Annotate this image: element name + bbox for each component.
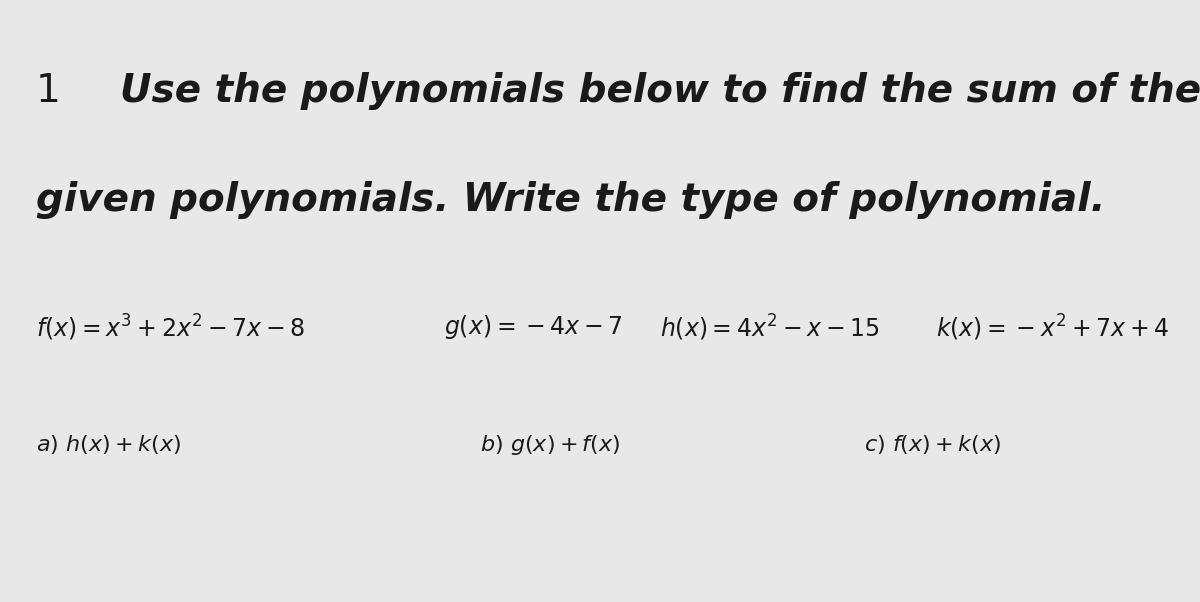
Text: $f(x) = x^3 + 2x^2 - 7x - 8$: $f(x) = x^3 + 2x^2 - 7x - 8$ (36, 313, 305, 343)
Text: $c)\ f(x) + k(x)$: $c)\ f(x) + k(x)$ (864, 433, 1001, 456)
Text: $b)\ g(x) + f(x)$: $b)\ g(x) + f(x)$ (480, 433, 620, 458)
Text: given polynomials. Write the type of polynomial.: given polynomials. Write the type of pol… (36, 181, 1105, 219)
Text: Use the polynomials below to find the sum of the: Use the polynomials below to find the su… (120, 72, 1200, 110)
Text: $h(x) = 4x^2 - x - 15$: $h(x) = 4x^2 - x - 15$ (660, 313, 880, 343)
Text: $g(x) = -4x - 7$: $g(x) = -4x - 7$ (444, 313, 623, 341)
Text: 1: 1 (36, 72, 61, 110)
Text: $k(x) = -x^2 + 7x + 4$: $k(x) = -x^2 + 7x + 4$ (936, 313, 1169, 343)
Text: $a)\ h(x) + k(x)$: $a)\ h(x) + k(x)$ (36, 433, 181, 456)
